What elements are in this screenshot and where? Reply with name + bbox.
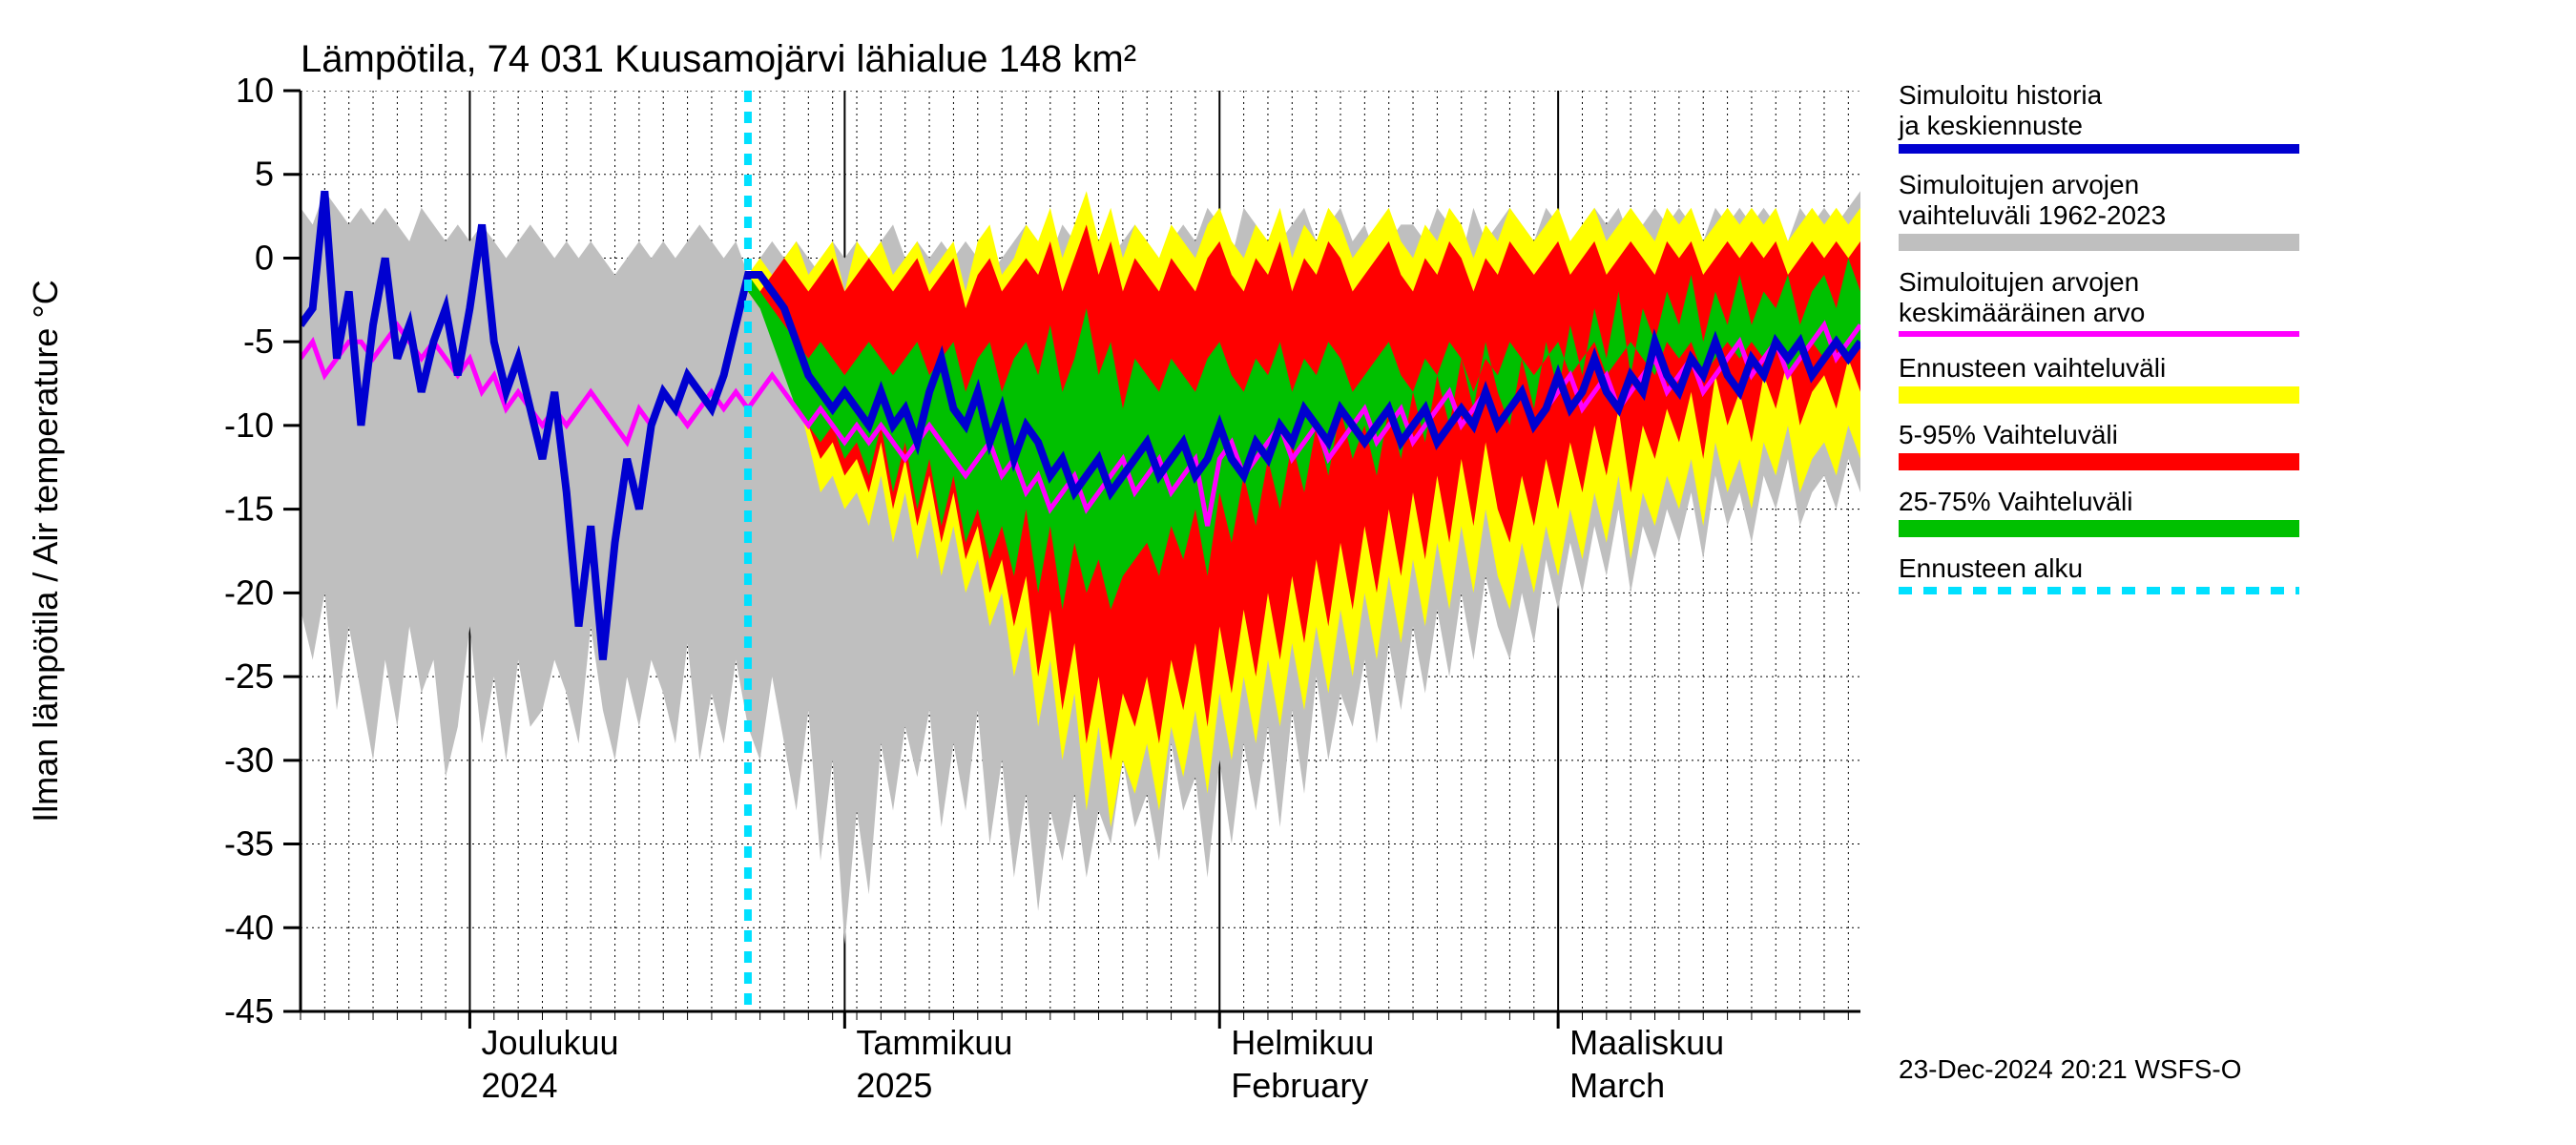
legend-label: keskimääräinen arvo [1899, 298, 2145, 327]
y-tick-label: -40 [224, 907, 274, 947]
y-tick-label: 0 [255, 238, 274, 277]
legend-label: 5-95% Vaihteluväli [1899, 420, 2118, 449]
temperature-forecast-chart: 10 5 0 -5 -10 -15 -20 -25 -30 -35 -40 -45 Joulukuu 20… [0, 0, 2576, 1145]
y-tick-label: -25 [224, 656, 274, 696]
y-tick-label: -45 [224, 991, 274, 1030]
y-axis-label: Ilman lämpötila / Air temperature °C [26, 280, 65, 822]
legend-label: ja keskiennuste [1898, 111, 2083, 140]
legend-label: Ennusteen alku [1899, 553, 2083, 583]
y-tick-label: -20 [224, 572, 274, 612]
x-tick-label-top: Maaliskuu [1569, 1023, 1724, 1062]
y-tick-label: -5 [243, 322, 274, 361]
x-tick-label-top: Tammikuu [856, 1023, 1012, 1062]
legend-swatch [1899, 520, 2299, 537]
legend-label: vaihteluväli 1962-2023 [1899, 200, 2166, 230]
x-tick-label-bottom: March [1569, 1066, 1665, 1105]
x-tick-label-bottom: 2025 [856, 1066, 932, 1105]
y-tick-label: -10 [224, 406, 274, 445]
chart-footer: 23-Dec-2024 20:21 WSFS-O [1899, 1054, 2242, 1084]
legend-label: Ennusteen vaihteluväli [1899, 353, 2166, 383]
chart-title: Lämpötila, 74 031 Kuusamojärvi lähialue … [301, 38, 1136, 80]
x-tick-label-top: Helmikuu [1231, 1023, 1374, 1062]
legend-label: 25-75% Vaihteluväli [1899, 487, 2132, 516]
legend-label: Simuloitujen arvojen [1899, 170, 2139, 199]
y-tick-label: 5 [255, 155, 274, 194]
legend-swatch [1899, 453, 2299, 470]
y-tick-label: 10 [236, 71, 274, 110]
y-tick-label: -30 [224, 740, 274, 780]
x-tick-label-bottom: 2024 [481, 1066, 557, 1105]
y-tick-label: -15 [224, 489, 274, 529]
legend-swatch [1899, 234, 2299, 251]
x-tick-label-top: Joulukuu [481, 1023, 618, 1062]
x-tick-label-bottom: February [1231, 1066, 1368, 1105]
y-tick-label: -35 [224, 824, 274, 864]
legend-label: Simuloitujen arvojen [1899, 267, 2139, 297]
legend-swatch [1899, 386, 2299, 404]
legend-label: Simuloitu historia [1899, 80, 2103, 110]
